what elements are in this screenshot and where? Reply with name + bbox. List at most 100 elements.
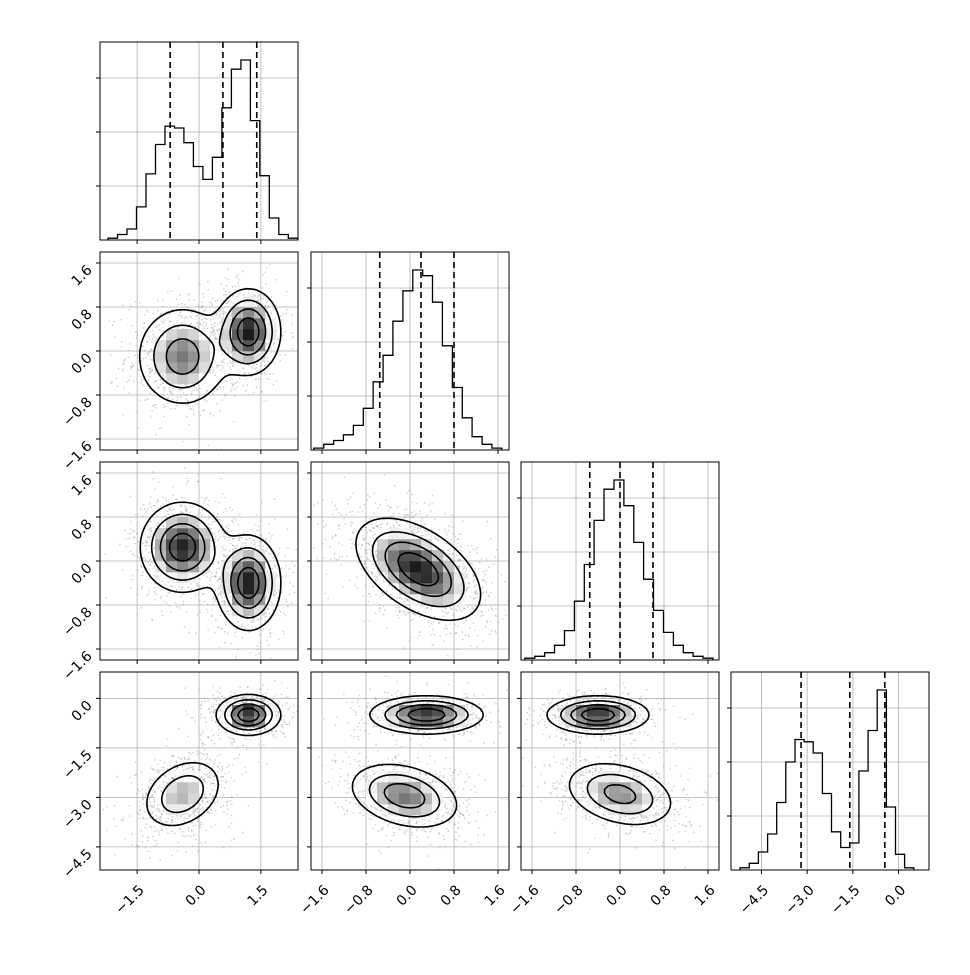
scatter-point	[214, 759, 216, 761]
scatter-point	[267, 357, 269, 359]
scatter-point	[255, 367, 257, 369]
scatter-point	[175, 775, 177, 777]
scatter-point	[238, 293, 240, 295]
scatter-point	[212, 576, 214, 578]
scatter-point	[488, 566, 490, 568]
scatter-point	[424, 502, 426, 504]
scatter-point	[242, 774, 244, 776]
scatter-point	[230, 369, 232, 371]
scatter-point	[158, 831, 160, 833]
scatter-point	[170, 408, 172, 410]
scatter-point	[213, 318, 215, 320]
scatter-point	[165, 828, 167, 830]
scatter-point	[228, 826, 230, 828]
scatter-point	[156, 502, 158, 504]
scatter-point	[236, 794, 238, 796]
scatter-point	[266, 400, 268, 402]
scatter-point	[270, 703, 272, 705]
scatter-point	[141, 379, 143, 381]
scatter-point	[145, 357, 147, 359]
scatter-point	[236, 545, 238, 547]
scatter-point	[223, 312, 225, 314]
scatter-point	[449, 623, 451, 625]
scatter-point	[203, 322, 205, 324]
scatter-point	[216, 367, 218, 369]
scatter-point	[199, 752, 201, 754]
scatter-point	[192, 811, 194, 813]
scatter-point	[183, 601, 185, 603]
scatter-point	[137, 569, 139, 571]
scatter-point	[162, 327, 164, 329]
scatter-point	[445, 513, 447, 515]
scatter-point	[463, 566, 465, 568]
scatter-point	[410, 637, 412, 639]
scatter-point	[150, 496, 152, 498]
scatter-point	[187, 509, 189, 511]
scatter-point	[147, 508, 149, 510]
scatter-point	[193, 409, 195, 411]
scatter-point	[109, 321, 111, 323]
scatter-point	[376, 576, 378, 578]
scatter-point	[123, 364, 125, 366]
scatter-point	[143, 557, 145, 559]
scatter-point	[154, 591, 156, 593]
scatter-point	[228, 528, 230, 530]
scatter-point	[215, 573, 217, 575]
scatter-point	[283, 613, 285, 615]
scatter-point	[154, 831, 156, 833]
scatter-point	[380, 524, 382, 526]
scatter-point	[227, 363, 229, 365]
scatter-point	[411, 530, 413, 532]
scatter-point	[225, 536, 227, 538]
scatter-point	[401, 598, 403, 600]
scatter-point	[466, 588, 468, 590]
scatter-point	[205, 841, 207, 843]
scatter-point	[180, 389, 182, 391]
scatter-point	[209, 758, 211, 760]
scatter-point	[245, 390, 247, 392]
scatter-point	[489, 621, 491, 623]
scatter-point	[122, 819, 124, 821]
scatter-point	[340, 564, 342, 566]
scatter-point	[205, 798, 207, 800]
scatter-point	[222, 768, 224, 770]
scatter-point	[214, 601, 216, 603]
scatter-point	[210, 827, 212, 829]
scatter-point	[375, 554, 377, 556]
scatter-point	[133, 537, 135, 539]
scatter-point	[267, 607, 269, 609]
scatter-point	[212, 532, 214, 534]
scatter-point	[381, 523, 383, 525]
scatter-point	[404, 514, 406, 516]
scatter-point	[393, 513, 395, 515]
scatter-point	[434, 538, 436, 540]
scatter-point	[188, 757, 190, 759]
scatter-point	[154, 587, 156, 589]
scatter-point	[504, 581, 506, 583]
scatter-point	[154, 488, 156, 490]
scatter-point	[218, 538, 220, 540]
scatter-point	[212, 366, 214, 368]
scatter-point	[181, 322, 183, 324]
scatter-point	[410, 620, 412, 622]
scatter-point	[414, 510, 416, 512]
scatter-point	[133, 365, 135, 367]
scatter-point	[430, 608, 432, 610]
scatter-point	[215, 619, 217, 621]
scatter-point	[251, 626, 253, 628]
scatter-point	[347, 499, 349, 501]
scatter-point	[282, 335, 284, 337]
scatter-point	[232, 509, 234, 511]
scatter-point	[426, 514, 428, 516]
scatter-point	[113, 818, 115, 820]
scatter-point	[241, 623, 243, 625]
scatter-point	[176, 606, 178, 608]
scatter-point	[239, 687, 241, 689]
scatter-point	[405, 514, 407, 516]
scatter-point	[162, 503, 164, 505]
density-cell	[443, 594, 454, 605]
scatter-point	[210, 760, 212, 762]
scatter-point	[154, 759, 156, 761]
scatter-point	[232, 286, 234, 288]
scatter-point	[285, 575, 287, 577]
